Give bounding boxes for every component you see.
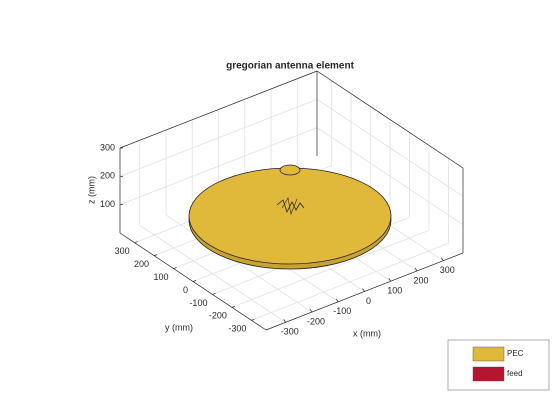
y-tick-label: -300 xyxy=(228,324,246,334)
grid-line xyxy=(119,127,318,206)
grid-line xyxy=(251,242,449,321)
tick-mark xyxy=(153,254,158,256)
y-tick-label: 300 xyxy=(115,246,130,256)
sub-reflector xyxy=(279,164,301,176)
axis-edge xyxy=(316,70,464,169)
x-tick-label: 0 xyxy=(366,296,371,306)
z-axis-label: z (mm) xyxy=(86,176,96,204)
main-reflector xyxy=(188,167,392,265)
axis-edge xyxy=(119,70,318,149)
legend-label: feed xyxy=(507,369,523,378)
tick-mark xyxy=(192,280,197,282)
tick-mark xyxy=(173,267,177,269)
x-axis-label: x (mm) xyxy=(353,328,381,338)
z-tick-label: 100 xyxy=(100,199,115,209)
z-tick-label: 300 xyxy=(100,142,115,152)
y-tick-label: 100 xyxy=(154,272,169,282)
y-tick-label: -200 xyxy=(209,311,227,321)
x-tick-label: 100 xyxy=(387,286,402,296)
feed-structure xyxy=(276,199,305,214)
y-tick-label: 200 xyxy=(134,259,149,269)
chart-title: gregorian antenna element xyxy=(226,61,354,72)
y-tick-label: -100 xyxy=(189,298,207,308)
x-tick-label: 200 xyxy=(414,275,429,285)
x-tick-label: -100 xyxy=(333,306,351,316)
grid-line xyxy=(231,229,430,308)
x-tick-label: -200 xyxy=(307,316,325,326)
legend-label: PEC xyxy=(507,349,524,358)
tick-mark xyxy=(251,318,255,321)
grid-line xyxy=(119,98,318,177)
z-tick-label: 200 xyxy=(100,171,115,181)
feed-structure xyxy=(281,197,298,216)
tick-mark xyxy=(231,306,236,308)
x-tick-label: -300 xyxy=(281,327,299,337)
tick-mark xyxy=(212,293,216,295)
tick-mark xyxy=(283,319,286,323)
x-tick-label: 300 xyxy=(440,265,455,275)
tick-mark xyxy=(335,298,339,302)
grid-line xyxy=(316,127,464,225)
y-axis-label: y (mm) xyxy=(165,322,193,332)
legend: PEC feed xyxy=(472,346,524,382)
legend-swatch xyxy=(472,366,505,382)
antenna xyxy=(188,164,392,270)
tick-mark xyxy=(309,308,313,313)
tick-mark xyxy=(441,257,444,261)
legend-swatch xyxy=(472,346,505,362)
tick-mark xyxy=(414,267,418,272)
tick-mark xyxy=(362,288,365,292)
grid-line xyxy=(316,99,464,197)
tick-mark xyxy=(134,241,138,244)
y-tick-label: 0 xyxy=(183,285,188,295)
tick-mark xyxy=(388,278,392,282)
